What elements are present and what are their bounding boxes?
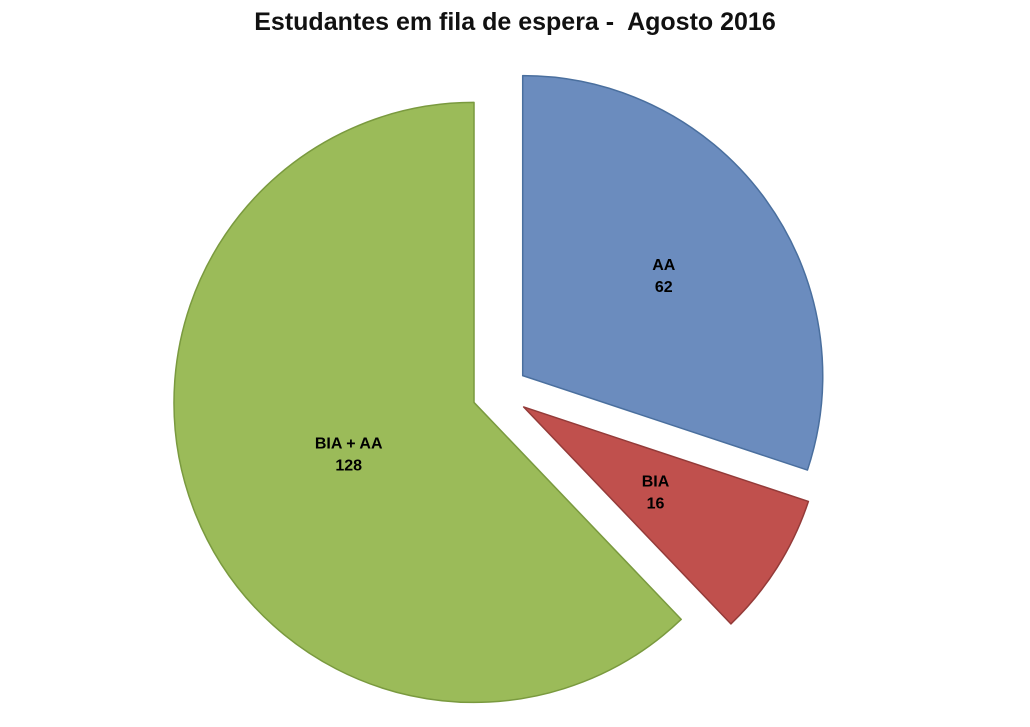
- slice-label-name: BIA: [642, 473, 670, 490]
- pie-slice-aa: [521, 74, 824, 471]
- chart-title: Estudantes em fila de espera - Agosto 20…: [254, 8, 776, 36]
- slice-label-name: AA: [652, 257, 676, 274]
- slice-label-value: 128: [335, 458, 362, 475]
- pie-slice-bia-aa: [173, 101, 682, 704]
- slice-label-value: 16: [647, 495, 665, 512]
- slice-label-name: BIA + AA: [315, 436, 383, 453]
- pie-slice-bia: [522, 406, 810, 625]
- slice-label-value: 62: [655, 279, 673, 296]
